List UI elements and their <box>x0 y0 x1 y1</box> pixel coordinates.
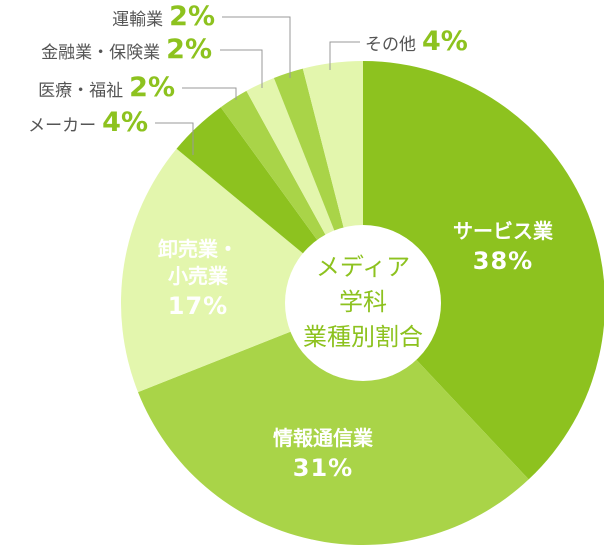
category-label: メーカー <box>28 115 97 136</box>
slice <box>363 61 604 480</box>
slice-label: メーカー 4% <box>28 105 148 141</box>
leader-line <box>155 122 194 155</box>
slice-label: 運輸業 2% <box>112 0 215 35</box>
category-label: 卸売業・ 小売業 <box>158 237 238 288</box>
slice-label: 卸売業・ 小売業 17% <box>158 236 238 322</box>
value-label: 4% <box>102 106 148 138</box>
value-label: 17% <box>167 292 229 320</box>
leader-line <box>222 16 291 78</box>
leader-line <box>220 49 263 88</box>
value-label: 2% <box>166 33 212 65</box>
category-label: その他 <box>365 34 416 55</box>
slice-label: サービス業 38% <box>453 218 553 277</box>
donut-hole <box>285 225 441 381</box>
category-label: サービス業 <box>453 219 553 243</box>
value-label: 4% <box>422 25 468 57</box>
slice-label: 情報通信業 31% <box>273 425 373 484</box>
category-label: 医療・福祉 <box>38 80 124 101</box>
category-label: 運輸業 <box>112 9 164 30</box>
leader-line <box>182 87 237 100</box>
value-label: 31% <box>292 454 354 482</box>
value-label: 38% <box>472 247 534 275</box>
category-label: 金融業・保険業 <box>41 42 161 63</box>
slice-label: 金融業・保険業 2% <box>41 32 212 68</box>
value-label: 2% <box>169 0 215 32</box>
slice-label: その他 4% <box>365 24 468 60</box>
category-label: 情報通信業 <box>273 426 373 450</box>
slice-label: 医療・福祉 2% <box>38 70 175 106</box>
slice <box>121 148 364 393</box>
leader-line <box>329 41 360 70</box>
slice <box>137 303 529 545</box>
chart-title: メディア 学科 業種別割合 <box>303 253 423 351</box>
value-label: 2% <box>129 71 175 103</box>
